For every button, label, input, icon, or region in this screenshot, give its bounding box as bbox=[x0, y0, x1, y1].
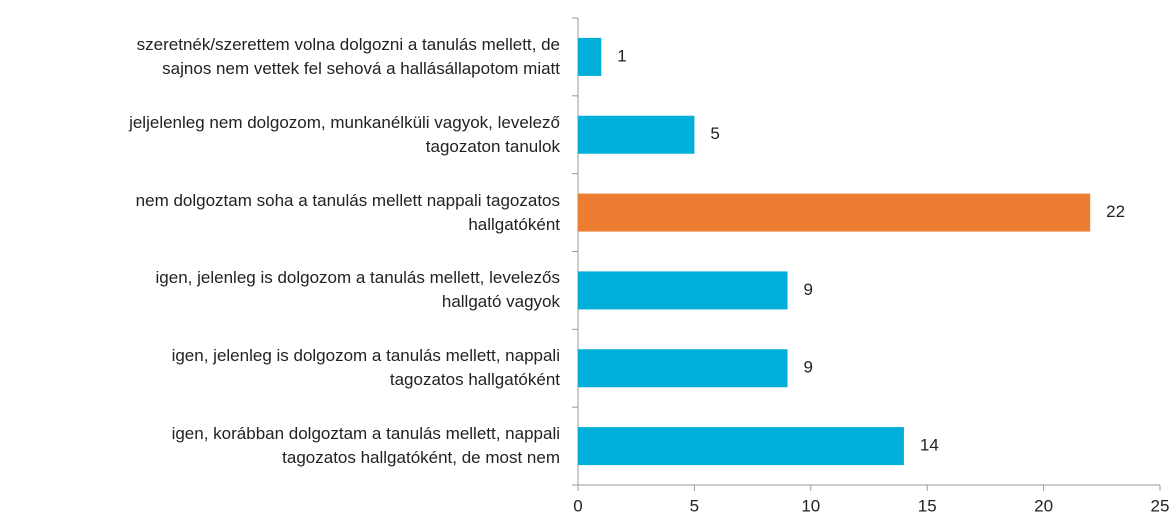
data-label: 1 bbox=[617, 46, 626, 65]
x-tick-label: 25 bbox=[1151, 496, 1170, 515]
data-label: 5 bbox=[710, 124, 719, 143]
x-tick-label: 15 bbox=[918, 496, 937, 515]
y-tick-label: igen, jelenleg is dolgozom a tanulás mel… bbox=[171, 346, 560, 390]
y-tick-label: szeretnék/szerettem volna dolgozni a tan… bbox=[136, 34, 560, 78]
x-tick-label: 5 bbox=[690, 496, 699, 515]
data-label: 22 bbox=[1106, 202, 1125, 221]
y-tick-label: igen, korábban dolgoztam a tanulás melle… bbox=[171, 424, 560, 468]
bar bbox=[578, 427, 904, 466]
y-tick-label: nem dolgoztam soha a tanulás mellett nap… bbox=[135, 190, 560, 234]
bar bbox=[578, 37, 602, 76]
data-label: 9 bbox=[804, 280, 813, 299]
x-tick-label: 20 bbox=[1034, 496, 1053, 515]
data-label: 9 bbox=[804, 358, 813, 377]
bar bbox=[578, 349, 788, 388]
y-tick-label: igen, jelenleg is dolgozom a tanulás mel… bbox=[155, 268, 560, 312]
x-tick-label: 0 bbox=[573, 496, 582, 515]
bar bbox=[578, 115, 695, 154]
bar bbox=[578, 193, 1091, 232]
x-tick-label: 10 bbox=[801, 496, 820, 515]
data-label: 14 bbox=[920, 436, 939, 455]
y-tick-label: jeljelenleg nem dolgozom, munkanélküli v… bbox=[129, 112, 560, 156]
bar bbox=[578, 271, 788, 310]
